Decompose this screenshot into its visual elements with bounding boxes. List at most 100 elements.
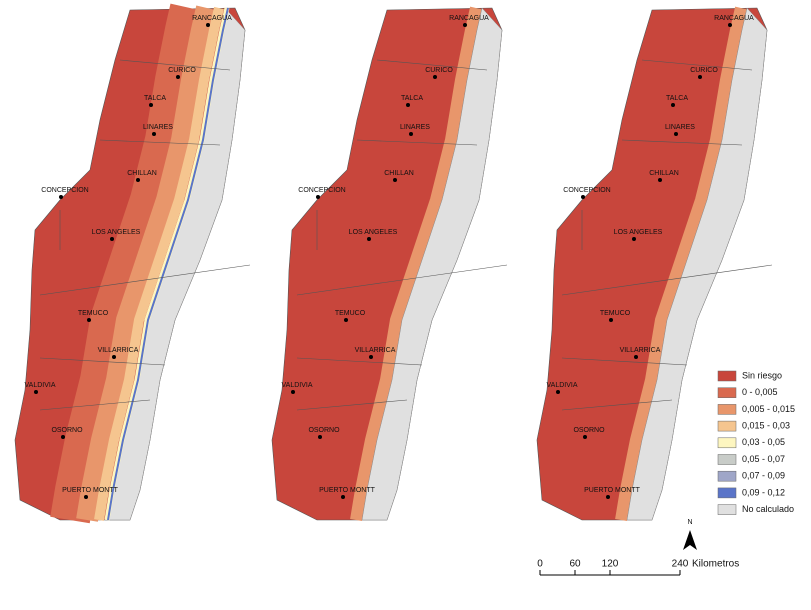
legend-label: 0,03 - 0,05 <box>742 437 785 447</box>
city-label: OSORNO <box>308 427 340 434</box>
city-dot <box>316 195 320 199</box>
city-label: LOS ANGELES <box>614 229 663 236</box>
city-dot <box>606 495 610 499</box>
legend-swatch <box>717 487 737 499</box>
city-label: LOS ANGELES <box>92 229 141 236</box>
map-panel: RANCAGUA CURICO TALCA LINARES CHILLAN CONCEPC… <box>536 6 773 521</box>
city-label: CURICO <box>690 67 718 74</box>
region-border <box>296 357 423 366</box>
city-label: CURICO <box>168 67 196 74</box>
region-border <box>561 264 773 296</box>
north-label: N <box>687 519 692 526</box>
map-panel: RANCAGUA CURICO TALCA LINARES CHILLAN CONCEPC… <box>271 6 508 521</box>
city-label: CONCEPCION <box>41 187 88 194</box>
city-label: VILLARRICA <box>98 347 139 354</box>
city-dot <box>609 318 613 322</box>
legend-swatch <box>717 504 737 515</box>
city-dot <box>87 318 91 322</box>
scale-unit: Kilometros <box>692 559 739 570</box>
risk-band <box>107 7 229 521</box>
city-dot <box>110 237 114 241</box>
legend-label: 0,09 - 0,12 <box>742 487 785 497</box>
city-dot <box>581 195 585 199</box>
city-label: LOS ANGELES <box>349 229 398 236</box>
city-label: OSORNO <box>51 427 83 434</box>
north-arrow <box>683 530 697 550</box>
region-border <box>39 264 251 296</box>
city-label: VALDIVIA <box>282 382 313 389</box>
city-dot <box>341 495 345 499</box>
risk-band <box>350 6 482 521</box>
city-dot <box>152 132 156 136</box>
city-label: CONCEPCION <box>563 187 610 194</box>
city-label: TEMUCO <box>78 310 109 317</box>
city-label: TEMUCO <box>600 310 631 317</box>
scale-label: 240 <box>672 559 689 570</box>
city-dot <box>344 318 348 322</box>
legend-swatch <box>717 470 737 482</box>
legend-swatch <box>717 404 737 415</box>
city-dot <box>406 103 410 107</box>
city-label: CURICO <box>425 67 453 74</box>
city-dot <box>318 435 322 439</box>
city-dot <box>84 495 88 499</box>
legend-swatch <box>717 420 737 432</box>
city-dot <box>634 355 638 359</box>
city-label: LINARES <box>143 124 173 131</box>
legend-label: 0,015 - 0,03 <box>742 420 790 430</box>
not-calculated <box>626 7 768 521</box>
city-dot <box>136 178 140 182</box>
city-label: VILLARRICA <box>620 347 661 354</box>
city-dot <box>583 435 587 439</box>
legend-swatch <box>717 387 737 398</box>
risk-band <box>76 5 218 522</box>
scale-label: 0 <box>537 559 543 570</box>
legend-swatch <box>717 437 737 449</box>
risk-band <box>50 3 210 524</box>
city-dot <box>369 355 373 359</box>
region-border <box>621 139 743 146</box>
region-border <box>641 59 753 71</box>
legend-label: 0,07 - 0,09 <box>742 471 785 481</box>
city-dot <box>409 132 413 136</box>
city-label: CONCEPCION <box>298 187 345 194</box>
city-dot <box>291 390 295 394</box>
region-border <box>376 59 488 71</box>
city-label: PUERTO MONTT <box>319 487 375 494</box>
legend-label: No calculado <box>742 504 794 514</box>
city-dot <box>632 237 636 241</box>
region-border <box>39 357 166 366</box>
city-dot <box>674 132 678 136</box>
region-border <box>39 399 151 411</box>
scale-label: 60 <box>569 559 581 570</box>
city-label: RANCAGUA <box>449 15 489 22</box>
city-dot <box>393 178 397 182</box>
city-dot <box>556 390 560 394</box>
city-dot <box>433 75 437 79</box>
city-dot <box>658 178 662 182</box>
city-dot <box>59 195 63 199</box>
city-dot <box>698 75 702 79</box>
region-border <box>561 399 673 411</box>
city-dot <box>149 103 153 107</box>
city-label: TALCA <box>666 95 688 102</box>
city-dot <box>34 390 38 394</box>
risk-band <box>94 6 224 521</box>
city-label: RANCAGUA <box>714 15 754 22</box>
city-label: TALCA <box>144 95 166 102</box>
city-label: PUERTO MONTT <box>584 487 640 494</box>
city-label: TEMUCO <box>335 310 366 317</box>
city-label: OSORNO <box>573 427 605 434</box>
legend-swatch <box>717 454 737 465</box>
region-border <box>561 357 688 366</box>
city-label: VALDIVIA <box>25 382 56 389</box>
region-border <box>99 139 221 146</box>
city-dot <box>728 23 732 27</box>
region-border <box>356 139 478 146</box>
city-dot <box>367 237 371 241</box>
region-border <box>296 399 408 411</box>
city-label: PUERTO MONTT <box>62 487 118 494</box>
city-label: CHILLAN <box>384 170 414 177</box>
